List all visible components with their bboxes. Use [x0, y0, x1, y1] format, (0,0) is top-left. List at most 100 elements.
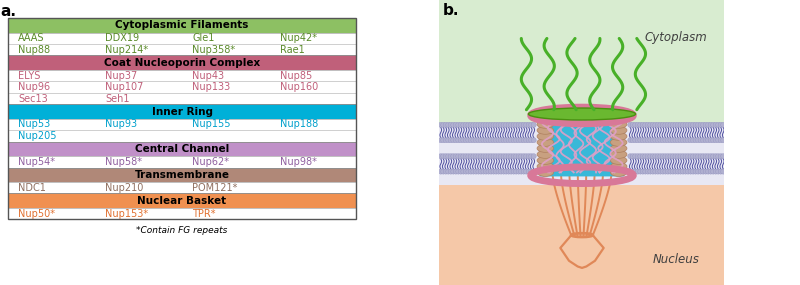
- Circle shape: [713, 138, 718, 143]
- Circle shape: [461, 138, 466, 143]
- Circle shape: [481, 169, 486, 174]
- Circle shape: [498, 138, 504, 143]
- Text: Nup93: Nup93: [106, 119, 138, 129]
- Circle shape: [498, 169, 504, 174]
- Circle shape: [501, 154, 506, 159]
- Bar: [7, 104, 357, 119]
- Circle shape: [706, 138, 710, 143]
- Circle shape: [518, 122, 524, 127]
- Circle shape: [668, 122, 673, 127]
- Circle shape: [441, 169, 446, 174]
- Circle shape: [496, 138, 501, 143]
- Circle shape: [670, 122, 675, 127]
- Circle shape: [721, 154, 726, 159]
- Circle shape: [481, 122, 486, 127]
- Circle shape: [698, 154, 703, 159]
- Ellipse shape: [610, 168, 627, 176]
- Circle shape: [478, 122, 483, 127]
- Circle shape: [478, 138, 483, 143]
- Circle shape: [503, 122, 509, 127]
- Circle shape: [474, 169, 478, 174]
- Circle shape: [494, 154, 498, 159]
- Text: Nuclear Basket: Nuclear Basket: [138, 196, 226, 206]
- Circle shape: [511, 154, 516, 159]
- Circle shape: [686, 169, 690, 174]
- Bar: [439, 0, 725, 137]
- Bar: [439, 123, 725, 185]
- Circle shape: [708, 138, 714, 143]
- Circle shape: [471, 169, 476, 174]
- Circle shape: [716, 169, 721, 174]
- Circle shape: [494, 122, 498, 127]
- Circle shape: [524, 138, 529, 143]
- Circle shape: [468, 154, 474, 159]
- Circle shape: [456, 122, 461, 127]
- Text: Nucleus: Nucleus: [653, 253, 699, 266]
- Circle shape: [443, 122, 448, 127]
- Circle shape: [526, 169, 531, 174]
- Circle shape: [638, 138, 643, 143]
- Circle shape: [678, 122, 683, 127]
- Circle shape: [666, 138, 670, 143]
- Ellipse shape: [537, 114, 554, 122]
- Circle shape: [701, 154, 706, 159]
- Circle shape: [710, 138, 716, 143]
- Circle shape: [526, 122, 531, 127]
- Bar: [7, 156, 357, 168]
- Circle shape: [653, 138, 658, 143]
- Ellipse shape: [537, 144, 554, 152]
- Text: b.: b.: [442, 3, 459, 18]
- Text: Nup153*: Nup153*: [106, 209, 148, 219]
- Text: Nup58*: Nup58*: [106, 157, 142, 167]
- Circle shape: [516, 154, 522, 159]
- Circle shape: [706, 169, 710, 174]
- Bar: [7, 182, 357, 194]
- Circle shape: [648, 154, 653, 159]
- Circle shape: [461, 154, 466, 159]
- Circle shape: [640, 154, 646, 159]
- Circle shape: [658, 138, 663, 143]
- Circle shape: [633, 169, 638, 174]
- Circle shape: [716, 122, 721, 127]
- Circle shape: [443, 169, 448, 174]
- Circle shape: [701, 138, 706, 143]
- Text: POM121*: POM121*: [193, 183, 238, 193]
- Circle shape: [703, 122, 708, 127]
- Circle shape: [458, 122, 463, 127]
- Circle shape: [635, 138, 640, 143]
- Circle shape: [471, 138, 476, 143]
- Circle shape: [491, 122, 496, 127]
- Circle shape: [448, 122, 454, 127]
- Circle shape: [489, 154, 494, 159]
- Circle shape: [454, 138, 458, 143]
- Circle shape: [630, 154, 635, 159]
- Circle shape: [670, 154, 675, 159]
- Circle shape: [718, 154, 723, 159]
- Bar: [7, 82, 357, 93]
- Circle shape: [509, 154, 514, 159]
- Circle shape: [486, 154, 491, 159]
- Circle shape: [642, 138, 648, 143]
- Circle shape: [640, 122, 646, 127]
- Circle shape: [648, 122, 653, 127]
- Text: Transmembrane: Transmembrane: [134, 170, 230, 180]
- Circle shape: [466, 169, 471, 174]
- Circle shape: [628, 154, 633, 159]
- Bar: [7, 208, 357, 219]
- Circle shape: [718, 122, 723, 127]
- Circle shape: [721, 138, 726, 143]
- Circle shape: [690, 138, 696, 143]
- Circle shape: [628, 138, 633, 143]
- Circle shape: [471, 154, 476, 159]
- Circle shape: [458, 138, 463, 143]
- Circle shape: [521, 154, 526, 159]
- Circle shape: [653, 122, 658, 127]
- Circle shape: [646, 154, 650, 159]
- Circle shape: [703, 154, 708, 159]
- Circle shape: [468, 169, 474, 174]
- Circle shape: [494, 138, 498, 143]
- Circle shape: [531, 169, 536, 174]
- Circle shape: [454, 154, 458, 159]
- Circle shape: [491, 154, 496, 159]
- Circle shape: [496, 122, 501, 127]
